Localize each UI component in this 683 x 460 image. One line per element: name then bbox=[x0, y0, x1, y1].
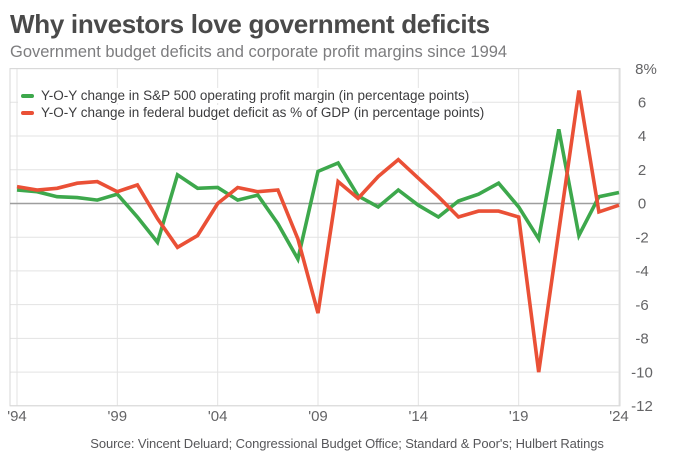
y-tick-label: -12 bbox=[631, 398, 653, 415]
plot-frame bbox=[9, 68, 621, 407]
sp500-margin-line bbox=[16, 128, 620, 265]
y-tick-label: -6 bbox=[635, 297, 648, 314]
y-tick-label: 8% bbox=[635, 61, 657, 78]
legend-label: Y-O-Y change in federal budget deficit a… bbox=[41, 105, 485, 120]
y-tick-label: 6 bbox=[638, 95, 646, 112]
x-tick-label: '14 bbox=[409, 408, 429, 425]
source-attribution: Source: Vincent Deluard; Congressional B… bbox=[90, 436, 604, 451]
legend-item-sp500-margin: Y-O-Y change in S&P 500 operating profit… bbox=[18, 88, 473, 103]
y-tick-label: 2 bbox=[638, 162, 646, 179]
x-tick-label: '99 bbox=[108, 408, 128, 425]
x-tick-label: '09 bbox=[308, 408, 328, 425]
y-tick-label: 0 bbox=[638, 196, 646, 213]
x-tick-label: '24 bbox=[609, 408, 629, 425]
chart-subtitle: Government budget deficits and corporate… bbox=[10, 43, 508, 61]
legend-label: Y-O-Y change in S&P 500 operating profit… bbox=[41, 88, 470, 103]
legend-item-budget-deficit: Y-O-Y change in federal budget deficit a… bbox=[18, 105, 488, 120]
x-tick-label: '94 bbox=[7, 408, 27, 425]
budget-deficit-line bbox=[16, 90, 620, 373]
y-tick-label: -4 bbox=[635, 263, 648, 280]
y-tick-label: -10 bbox=[631, 364, 653, 381]
y-tick-label: -8 bbox=[635, 331, 648, 348]
budget-deficit-swatch-icon bbox=[21, 110, 34, 115]
page-title: Why investors love government deficits bbox=[10, 9, 490, 39]
y-tick-label: -2 bbox=[635, 229, 648, 246]
y-tick-label: 4 bbox=[638, 128, 646, 145]
x-tick-label: '19 bbox=[509, 408, 529, 425]
x-tick-label: '04 bbox=[208, 408, 228, 425]
sp500-margin-swatch-icon bbox=[21, 93, 34, 98]
chart-legend: Y-O-Y change in S&P 500 operating profit… bbox=[18, 88, 488, 122]
